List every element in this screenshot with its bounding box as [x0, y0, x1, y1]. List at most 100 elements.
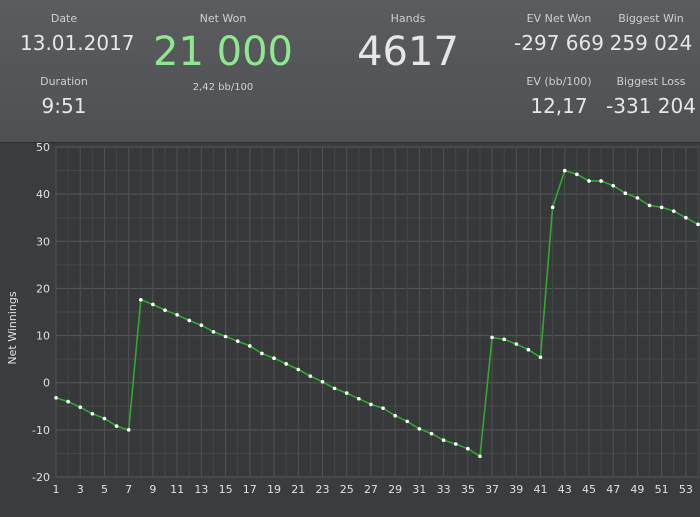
data-point — [284, 362, 288, 366]
data-point — [441, 438, 446, 443]
x-tick-label: 45 — [582, 483, 596, 496]
x-tick-label: 3 — [77, 483, 84, 496]
data-point — [175, 313, 179, 317]
chart-grid — [55, 146, 699, 478]
data-point — [417, 427, 422, 431]
net-won-label: Net Won — [199, 12, 247, 25]
biggest-loss-stat: Biggest Loss -331 204 — [604, 75, 698, 118]
x-tick-label: 41 — [534, 483, 548, 496]
data-point — [332, 386, 337, 391]
x-tick-label: 27 — [364, 483, 378, 496]
net-winnings-series — [54, 168, 700, 459]
ev-net-won-label: EV Net Won — [526, 12, 592, 25]
ev-bb100-label: EV (bb/100) — [526, 75, 592, 88]
data-point — [502, 337, 506, 342]
data-point — [405, 419, 410, 424]
hands-label: Hands — [390, 12, 426, 25]
hands-stat: Hands 4617 — [348, 12, 468, 76]
data-point — [587, 179, 591, 183]
data-point — [647, 203, 652, 208]
x-tick-label: 19 — [267, 483, 281, 496]
x-tick-label: 43 — [558, 483, 572, 496]
x-tick-label: 5 — [101, 483, 108, 496]
y-tick-label: -20 — [32, 471, 50, 484]
x-tick-label: 49 — [630, 483, 644, 496]
data-point — [138, 297, 143, 302]
x-tick-label: 53 — [679, 483, 693, 496]
x-tick-label: 33 — [437, 483, 451, 496]
data-point — [163, 308, 167, 312]
x-tick-label: 15 — [219, 483, 233, 496]
net-won-value: 21 000 — [153, 29, 293, 75]
ev-bb100-value: 12,17 — [530, 94, 588, 118]
data-point — [599, 179, 603, 183]
data-point — [272, 356, 276, 360]
duration-stat: Duration 9:51 — [20, 75, 108, 118]
data-point — [550, 205, 555, 210]
data-point — [78, 405, 83, 410]
data-point — [611, 183, 616, 188]
biggest-win-stat: Biggest Win 259 024 — [604, 12, 698, 55]
data-point — [478, 454, 482, 459]
data-point — [453, 442, 458, 446]
data-point — [696, 222, 700, 227]
ev-net-won-stat: EV Net Won -297 669 — [507, 12, 611, 55]
data-point — [357, 396, 361, 401]
x-tick-label: 13 — [194, 483, 208, 496]
data-point — [151, 302, 155, 307]
y-tick-label: -10 — [32, 424, 50, 437]
x-tick-label: 9 — [149, 483, 156, 496]
x-tick-label: 23 — [315, 483, 329, 496]
net-won-bb100: 2,42 bb/100 — [192, 82, 254, 93]
ev-net-won-value: -297 669 — [514, 31, 604, 55]
data-point — [684, 215, 688, 220]
data-point — [381, 406, 385, 410]
net-winnings-chart: -20 -10 0 10 20 30 40 50 1 3 5 7 9 11 13 15 17 19 21 23 25 2… — [0, 141, 700, 513]
date-stat: Date 13.01.2017 — [20, 12, 135, 55]
x-tick-label: 31 — [412, 483, 426, 496]
biggest-win-value: 259 024 — [609, 31, 693, 55]
data-point — [344, 391, 349, 395]
net-won-stat: Net Won 21 000 2,42 bb/100 — [148, 12, 298, 93]
date-label: Date — [50, 12, 78, 25]
data-point — [260, 351, 264, 356]
x-tick-label: 29 — [388, 483, 402, 496]
data-point — [514, 342, 519, 346]
biggest-loss-value: -331 204 — [606, 94, 696, 118]
data-point — [490, 335, 494, 340]
y-tick-label: 50 — [36, 143, 50, 154]
data-point — [235, 339, 240, 344]
y-tick-label: 10 — [36, 330, 50, 343]
y-axis-ticks: -20 -10 0 10 20 30 40 50 — [32, 141, 50, 484]
y-tick-label: 30 — [36, 235, 50, 248]
session-stats-panel: Date 13.01.2017 Duration 9:51 Net Won 21… — [0, 0, 700, 143]
ev-bb100-stat: EV (bb/100) 12,17 — [507, 75, 611, 118]
biggest-win-label: Biggest Win — [618, 12, 684, 25]
data-point — [575, 172, 579, 177]
data-point — [66, 399, 70, 404]
data-point — [308, 374, 313, 378]
net-winnings-line — [55, 169, 699, 458]
data-point — [114, 424, 119, 428]
data-point — [320, 379, 325, 384]
x-tick-label: 1 — [53, 483, 60, 496]
data-point — [429, 431, 434, 436]
x-tick-label: 37 — [485, 483, 499, 496]
y-tick-label: 0 — [43, 377, 50, 390]
data-point — [526, 347, 531, 352]
data-point — [369, 402, 373, 407]
data-point — [54, 396, 58, 400]
data-point — [248, 344, 252, 348]
data-point — [126, 428, 131, 432]
date-value: 13.01.2017 — [20, 31, 135, 55]
x-tick-label: 7 — [125, 483, 132, 496]
data-point — [102, 416, 107, 421]
x-tick-label: 21 — [291, 483, 305, 496]
x-tick-label: 17 — [243, 483, 257, 496]
data-point — [635, 196, 640, 200]
x-axis-ticks: 1 3 5 7 9 11 13 15 17 19 21 23 25 27 29 31 33 35 37 39 41 43 4… — [53, 483, 693, 496]
biggest-loss-label: Biggest Loss — [616, 75, 686, 88]
y-axis-label: Net Winnings — [6, 291, 19, 364]
data-point — [199, 323, 204, 327]
